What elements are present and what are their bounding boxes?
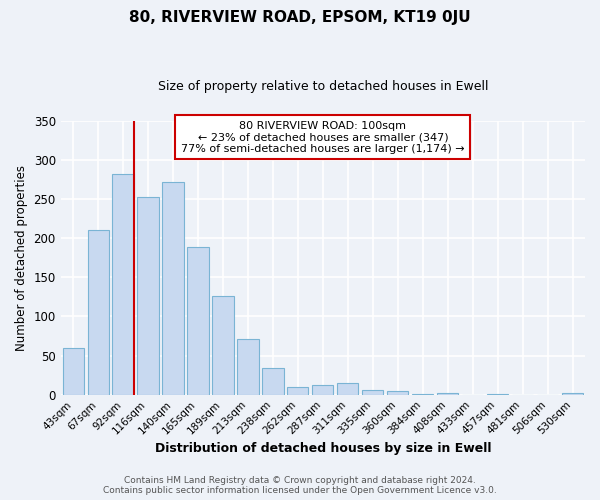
Bar: [112, 174, 134, 394]
X-axis label: Distribution of detached houses by size in Ewell: Distribution of detached houses by size …: [155, 442, 491, 455]
Bar: [187, 248, 209, 394]
Bar: [262, 368, 284, 394]
Bar: [312, 384, 334, 394]
Text: 80 RIVERVIEW ROAD: 100sqm
← 23% of detached houses are smaller (347)
77% of semi: 80 RIVERVIEW ROAD: 100sqm ← 23% of detac…: [181, 120, 464, 154]
Bar: [337, 383, 358, 394]
Bar: [238, 339, 259, 394]
Title: Size of property relative to detached houses in Ewell: Size of property relative to detached ho…: [158, 80, 488, 93]
Bar: [212, 296, 233, 394]
Bar: [137, 196, 158, 394]
Bar: [387, 391, 409, 394]
Text: Contains HM Land Registry data © Crown copyright and database right 2024.
Contai: Contains HM Land Registry data © Crown c…: [103, 476, 497, 495]
Y-axis label: Number of detached properties: Number of detached properties: [15, 164, 28, 350]
Bar: [62, 348, 84, 395]
Bar: [437, 393, 458, 394]
Bar: [362, 390, 383, 394]
Bar: [287, 387, 308, 394]
Text: 80, RIVERVIEW ROAD, EPSOM, KT19 0JU: 80, RIVERVIEW ROAD, EPSOM, KT19 0JU: [129, 10, 471, 25]
Bar: [88, 230, 109, 394]
Bar: [562, 393, 583, 394]
Bar: [163, 182, 184, 394]
